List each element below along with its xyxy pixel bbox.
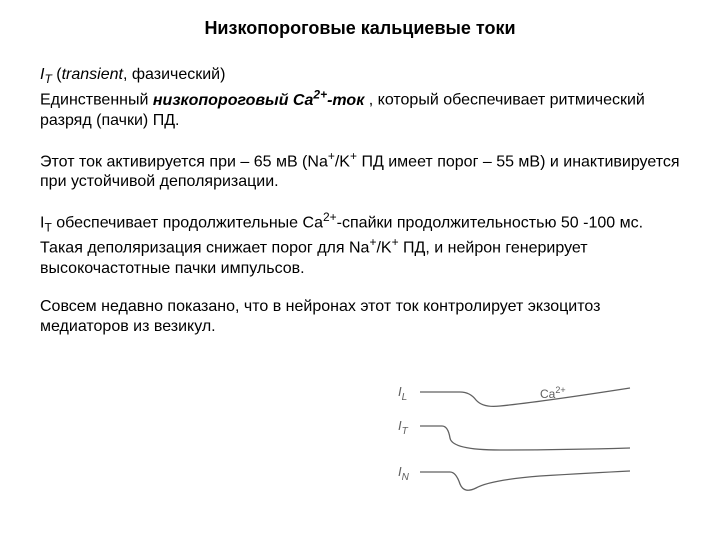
k-charge: + [392, 235, 399, 249]
text: ( [52, 66, 62, 83]
paragraph-2: Этот ток активируется при – 65 мВ (Na+/K… [40, 149, 680, 192]
it-curve [420, 426, 630, 450]
tok-word: -ток [327, 92, 364, 109]
paragraph-3: IT обеспечивает продолжительные Ca2+-спа… [40, 210, 680, 279]
il-curve [420, 388, 630, 406]
na-charge: + [328, 149, 335, 163]
k-charge: + [350, 149, 357, 163]
currents-svg: IL Ca2+ IT IN [390, 380, 640, 500]
in-trace: IN [398, 464, 630, 490]
text: /K [376, 240, 391, 257]
in-curve [420, 471, 630, 490]
currents-figure: IL Ca2+ IT IN [390, 380, 640, 500]
text: обеспечивает продолжительные Ca [52, 214, 323, 231]
it-label: IT [398, 418, 409, 437]
slide-title: Низкопороговые кальциевые токи [40, 18, 680, 39]
transient-word: transient [62, 66, 123, 83]
paragraph-1: IT (transient, фазический) Единственный … [40, 65, 680, 131]
it-trace: IT [398, 418, 630, 450]
text: Единственный [40, 92, 153, 109]
text: , фазический) [123, 66, 225, 83]
text: Этот ток активируется при – 65 мВ (Na [40, 153, 328, 170]
it-subscript: T [44, 220, 51, 234]
text: /K [335, 153, 350, 170]
il-label: IL [398, 384, 407, 403]
in-label: IN [398, 464, 410, 483]
ca-charge: 2+ [323, 210, 337, 224]
low-threshold-term: низкопороговый Ca [153, 92, 314, 109]
it-subscript: T [44, 72, 51, 86]
ca-charge: 2+ [313, 87, 327, 101]
paragraph-4: Совсем недавно показано, что в нейронах … [40, 297, 680, 337]
il-trace: IL Ca2+ [398, 384, 630, 406]
slide: Низкопороговые кальциевые токи IT (trans… [0, 0, 720, 540]
